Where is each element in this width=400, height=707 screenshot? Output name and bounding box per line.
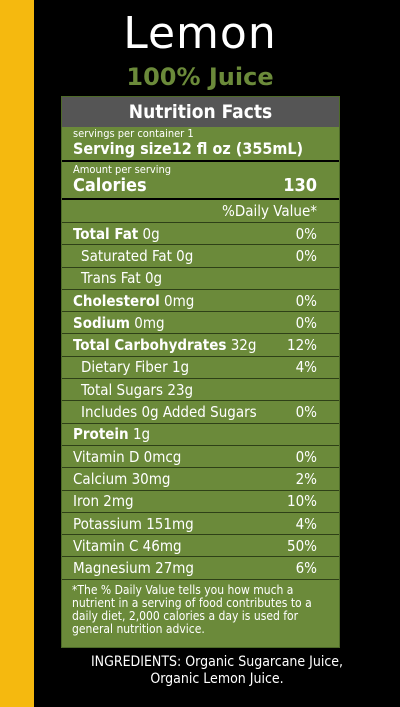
nutrient-bold-label: Sodium [73,313,130,332]
nutrient-amount: 0mg [129,313,165,332]
nutrient-row: Protein 1g [62,424,339,446]
nutrient-name: Total Sugars 23g [81,381,193,399]
divider [62,198,339,200]
calories-row: Calories 130 [62,176,339,196]
nutrient-row: Includes 0g Added Sugars 0% [62,401,339,424]
nutrient-row: Total Fat 0g 0% [62,223,339,246]
nutrient-daily-value: 0% [295,447,317,466]
nutrient-row: Dietary Fiber 1g 4% [62,357,339,380]
nutrient-row: Total Carbohydrates 32g 12% [62,334,339,357]
nutrient-name: Protein 1g [73,425,150,443]
nutrient-daily-value: 0% [295,403,317,422]
nutrient-amount: Includes 0g Added Sugars [81,403,257,422]
serving-size-value: 12 fl oz (355mL) [171,139,304,158]
accent-stripe [0,0,34,707]
calories-label: Calories [73,175,147,196]
nutrient-row: Total Sugars 23g [62,379,339,402]
nutrient-daily-value: 0% [295,313,317,332]
ingredients-line-2: Organic Lemon Juice. [150,671,284,687]
amount-per-serving: Amount per serving [73,163,172,176]
nutrient-amount: Trans Fat 0g [81,269,163,288]
nutrient-amount: Vitamin D 0mcg [73,447,182,466]
nutrient-name: Sodium 0mg [73,314,165,332]
nutrient-amount: Saturated Fat 0g [81,246,194,265]
nutrition-facts-heading: Nutrition Facts [62,97,339,127]
nutrient-amount: Magnesium 27mg [73,559,194,578]
nutrient-daily-value: 4% [295,514,317,533]
nutrient-name: Iron 2mg [73,492,134,510]
nutrient-amount: 0g [138,224,160,243]
nutrient-amount: Total Sugars 23g [81,380,194,399]
nutrient-name: Includes 0g Added Sugars [81,403,257,421]
nutrient-row: Calcium 30mg 2% [62,468,339,491]
nutrient-name: Magnesium 27mg [73,559,194,577]
daily-value-header: %Daily Value* [62,200,339,223]
nutrient-daily-value: 10% [287,492,317,511]
nutrient-amount: Calcium 30mg [73,469,171,488]
nutrient-daily-value: 4% [295,358,317,377]
nutrient-row: Vitamin C 46mg 50% [62,535,339,558]
nutrient-amount: Iron 2mg [73,492,134,511]
nutrient-bold-label: Total Fat [73,224,139,243]
nutrient-amount: 1g [128,425,151,444]
nutrient-daily-value: 2% [295,469,317,488]
nutrient-row: Cholesterol 0mg 0% [62,290,339,313]
nutrient-daily-value: 0% [295,291,317,310]
nutrient-row: Potassium 151mg 4% [62,513,339,536]
nutrient-amount: Vitamin C 46mg [73,536,182,555]
nutrient-amount: Dietary Fiber 1g [81,358,190,377]
product-subtitle: 100% Juice [126,63,274,91]
nutrient-name: Vitamin D 0mcg [73,448,181,466]
nutrient-bold-label: Protein [73,425,129,444]
nutrient-name: Saturated Fat 0g [81,247,193,265]
nutrient-row: Magnesium 27mg 6% [62,557,339,580]
nutrient-bold-label: Cholesterol [73,291,160,310]
nutrient-name: Total Fat 0g [73,225,160,243]
divider [62,160,339,162]
product-title: Lemon [123,8,277,59]
nutrient-row: Vitamin D 0mcg 0% [62,446,339,469]
nutrient-name: Total Carbohydrates 32g [73,336,256,354]
serving-size-label: Serving size [73,139,172,158]
servings-per-container: servings per container 1 [73,127,194,140]
nutrient-daily-value: 0% [295,224,317,243]
nutrition-facts-panel: Nutrition Facts servings per container 1… [61,96,340,648]
daily-value-footnote: *The % Daily Value tells you how much a … [72,582,312,636]
nutrient-amount: 32g [226,336,257,355]
ingredients-line-1: INGREDIENTS: Organic Sugarcane Juice, [90,654,344,670]
nutrient-row: Saturated Fat 0g 0% [62,245,339,268]
nutrient-amount: Potassium 151mg [73,514,194,533]
nutrient-name: Dietary Fiber 1g [81,358,189,376]
nutrient-rows: Total Fat 0g 0% Saturated Fat 0g 0% Trans Fa… [62,223,339,580]
nutrient-bold-label: Total Carbohydrates [73,336,227,355]
nutrient-daily-value: 0% [295,246,317,265]
calories-value: 130 [283,175,317,196]
nutrient-daily-value: 12% [287,336,317,355]
nutrient-row: Iron 2mg 10% [62,491,339,513]
nutrient-name: Potassium 151mg [73,515,194,533]
nutrient-row: Trans Fat 0g [62,268,339,290]
nutrient-name: Trans Fat 0g [81,269,162,287]
nutrient-name: Vitamin C 46mg [73,537,182,555]
nutrient-row: Sodium 0mg 0% [62,312,339,335]
serving-size: Serving size12 fl oz (355mL) [62,140,339,158]
nutrient-daily-value: 50% [287,536,317,555]
nutrient-name: Cholesterol 0mg [73,292,194,310]
nutrient-amount: 0mg [159,291,195,310]
nutrient-daily-value: 6% [295,559,317,578]
nutrient-name: Calcium 30mg [73,470,171,488]
ingredients-statement: INGREDIENTS: Organic Sugarcane Juice, Or… [34,654,400,688]
